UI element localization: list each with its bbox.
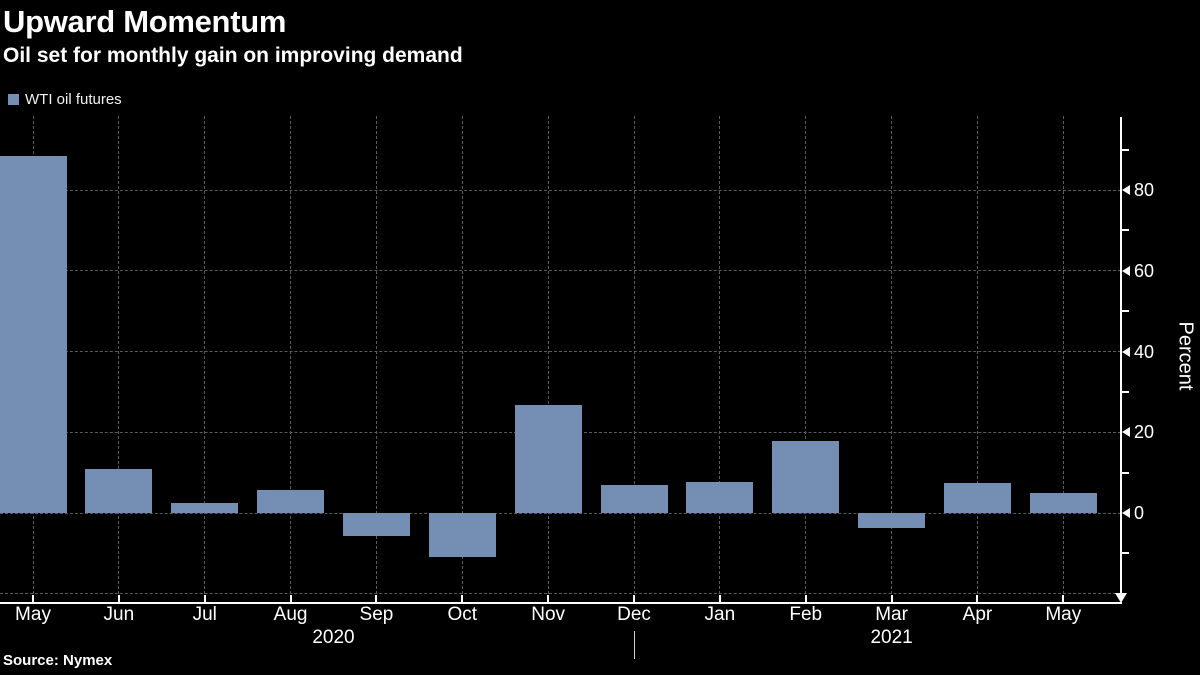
y-axis-minor-tick bbox=[1122, 229, 1129, 232]
y-axis-tick-label: 80 bbox=[1134, 180, 1155, 200]
x-axis-month-label: Dec bbox=[617, 604, 651, 625]
x-axis-tick bbox=[289, 595, 292, 602]
horizontal-gridline bbox=[0, 593, 1121, 595]
x-axis-year-label: 2020 bbox=[312, 627, 355, 648]
x-axis-tick bbox=[890, 595, 893, 602]
bar-nov-6 bbox=[514, 405, 582, 513]
bar-may-0 bbox=[0, 156, 67, 513]
y-axis-tick-label: 20 bbox=[1134, 422, 1155, 443]
x-axis-month-label: May bbox=[1045, 604, 1082, 625]
y-axis-major-tick-icon bbox=[1122, 508, 1130, 518]
y-axis-tick-label: 0 bbox=[1134, 503, 1145, 523]
y-axis-minor-tick bbox=[1122, 471, 1129, 474]
legend-swatch-icon bbox=[8, 94, 19, 105]
x-axis-month-label: Oct bbox=[447, 604, 478, 625]
x-axis-tick bbox=[976, 595, 979, 602]
horizontal-gridline bbox=[0, 512, 1121, 514]
vertical-gridline bbox=[1062, 116, 1064, 594]
x-axis-tick bbox=[32, 595, 34, 602]
vertical-gridline bbox=[118, 116, 120, 594]
bar-jan-8 bbox=[686, 482, 754, 513]
horizontal-gridline bbox=[0, 270, 1121, 272]
bar-oct-5 bbox=[428, 513, 496, 558]
y-axis-major-tick-icon bbox=[1122, 346, 1130, 357]
x-axis-month-label: Nov bbox=[531, 604, 566, 625]
horizontal-gridline bbox=[0, 189, 1121, 191]
x-axis-year-label: 2021 bbox=[870, 627, 913, 648]
horizontal-gridline bbox=[0, 351, 1121, 352]
y-axis-minor-tick bbox=[1122, 310, 1129, 313]
y-axis-arrow-icon bbox=[1115, 593, 1127, 603]
y-axis-line bbox=[1120, 117, 1122, 594]
x-axis-month-label: Jul bbox=[192, 604, 217, 625]
bar-dec-7 bbox=[600, 484, 668, 513]
legend-label: WTI oil futures bbox=[25, 91, 122, 108]
x-axis-month-label: Jun bbox=[103, 604, 135, 625]
bar-jul-2 bbox=[171, 502, 239, 513]
y-axis-major-tick-icon bbox=[1122, 427, 1130, 438]
bar-jun-1 bbox=[85, 469, 153, 513]
x-axis-month-label: Mar bbox=[875, 604, 908, 625]
source-note: Source: Nymex bbox=[3, 652, 113, 669]
x-axis-tick bbox=[1062, 595, 1065, 602]
x-axis-tick bbox=[203, 595, 206, 602]
x-axis-month-label: Feb bbox=[789, 604, 823, 625]
bar-may-12 bbox=[1029, 492, 1097, 513]
y-axis-minor-tick bbox=[1122, 390, 1129, 393]
x-axis-tick bbox=[461, 595, 464, 602]
x-axis-tick bbox=[117, 595, 120, 602]
vertical-gridline bbox=[290, 116, 292, 594]
year-divider-line bbox=[634, 631, 636, 659]
vertical-gridline bbox=[719, 116, 721, 594]
vertical-gridline bbox=[547, 116, 549, 594]
y-axis-tick-label: 60 bbox=[1134, 260, 1155, 281]
x-axis-tick bbox=[718, 595, 721, 602]
x-axis-month-label: Sep bbox=[359, 604, 394, 625]
vertical-gridline bbox=[633, 116, 635, 594]
x-axis-month-label: Jan bbox=[704, 604, 736, 625]
y-axis-major-tick-icon bbox=[1122, 265, 1130, 276]
x-axis-month-label: Apr bbox=[962, 604, 993, 625]
vertical-gridline bbox=[204, 116, 206, 594]
chart-title: Upward Momentum bbox=[3, 4, 287, 39]
y-axis-title: Percent bbox=[1174, 321, 1197, 391]
vertical-gridline bbox=[976, 116, 978, 594]
vertical-gridline bbox=[805, 116, 807, 594]
x-axis-tick bbox=[375, 595, 378, 602]
bar-feb-9 bbox=[772, 441, 840, 513]
y-axis-minor-tick bbox=[1122, 148, 1129, 151]
bar-mar-10 bbox=[858, 513, 926, 529]
bar-aug-3 bbox=[257, 489, 325, 513]
x-axis-month-label: Aug bbox=[273, 604, 308, 625]
x-axis-tick bbox=[547, 595, 550, 602]
bar-apr-11 bbox=[943, 482, 1011, 513]
x-axis-month-label: May bbox=[15, 604, 51, 625]
vertical-gridline bbox=[461, 116, 463, 594]
x-axis-tick bbox=[633, 595, 636, 602]
chart-subtitle: Oil set for monthly gain on improving de… bbox=[3, 44, 463, 67]
x-axis-tick bbox=[804, 595, 807, 602]
legend: WTI oil futures bbox=[8, 91, 122, 108]
bar-sep-4 bbox=[342, 513, 410, 536]
vertical-gridline bbox=[375, 116, 377, 594]
y-axis-tick-label: 40 bbox=[1134, 341, 1155, 362]
y-axis-major-tick-icon bbox=[1122, 185, 1130, 195]
y-axis-minor-tick bbox=[1122, 552, 1129, 555]
x-axis-line bbox=[0, 602, 1122, 604]
vertical-gridline bbox=[891, 116, 893, 594]
